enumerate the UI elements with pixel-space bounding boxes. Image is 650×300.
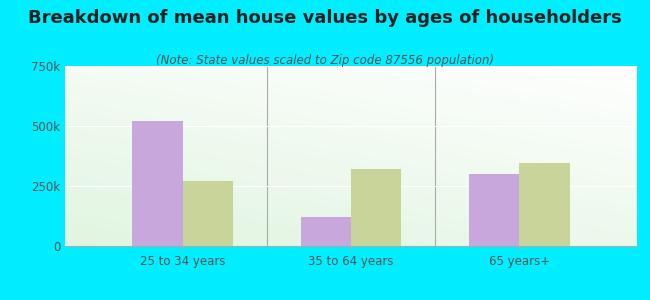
Text: (Note: State values scaled to Zip code 87556 population): (Note: State values scaled to Zip code 8… bbox=[156, 54, 494, 67]
Bar bbox=[183, 181, 233, 246]
Bar bbox=[519, 163, 569, 246]
Bar bbox=[469, 174, 519, 246]
Bar bbox=[351, 169, 402, 246]
Bar bbox=[133, 121, 183, 246]
Bar bbox=[300, 217, 351, 246]
Text: Breakdown of mean house values by ages of householders: Breakdown of mean house values by ages o… bbox=[28, 9, 622, 27]
